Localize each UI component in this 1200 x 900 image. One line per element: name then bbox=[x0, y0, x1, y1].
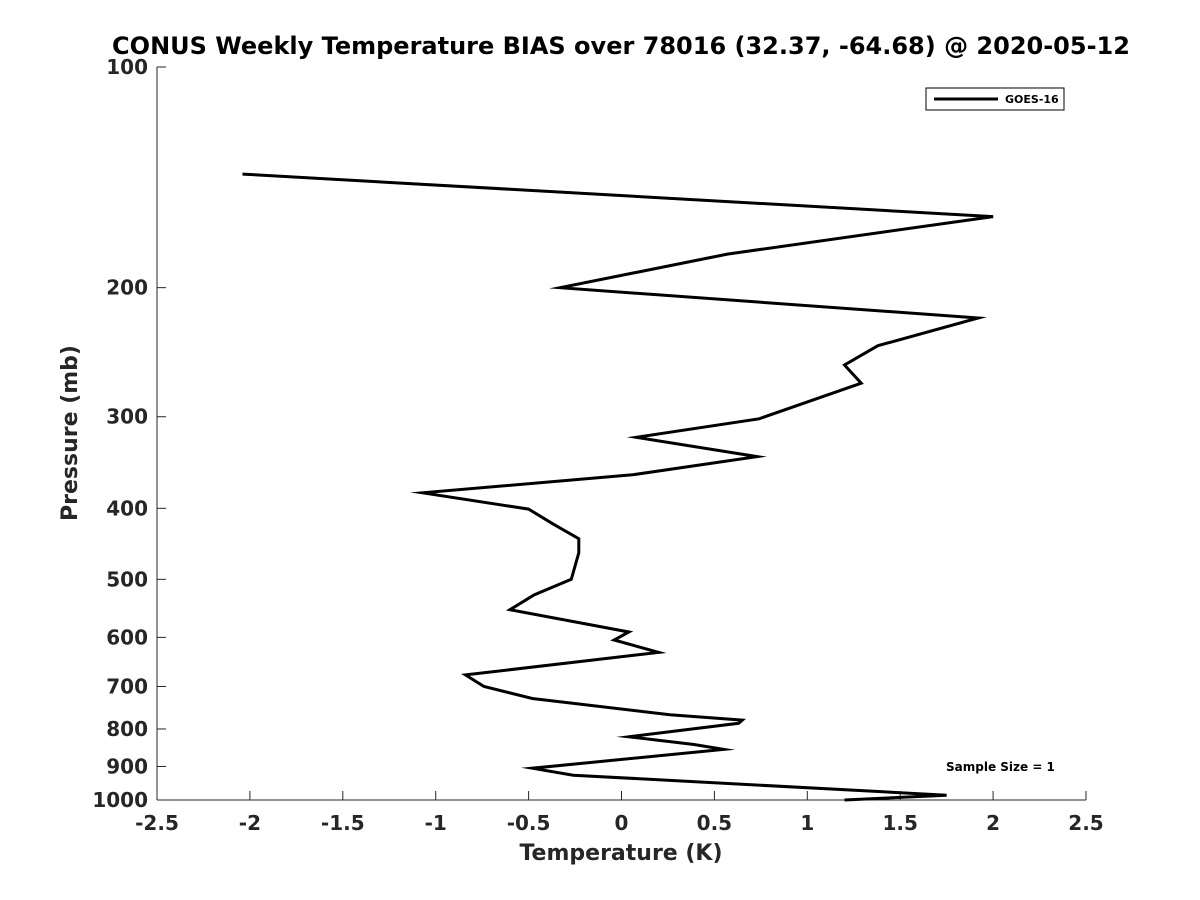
x-axis-label: Temperature (K) bbox=[519, 841, 722, 866]
y-tick-label: 900 bbox=[106, 754, 148, 778]
x-tick-label: 2 bbox=[986, 811, 1000, 835]
y-axis-label: Pressure (mb) bbox=[58, 345, 83, 521]
y-tick-label: 1000 bbox=[92, 788, 148, 812]
y-tick-label: 200 bbox=[106, 276, 148, 300]
x-tick-label: -1 bbox=[425, 811, 447, 835]
x-tick-label: -0.5 bbox=[507, 811, 551, 835]
x-tick-label: -2 bbox=[239, 811, 261, 835]
y-tick-label: 600 bbox=[106, 625, 148, 649]
y-tick-label: 500 bbox=[106, 567, 148, 591]
x-tick-label: -1.5 bbox=[321, 811, 365, 835]
sample-size-annotation: Sample Size = 1 bbox=[946, 760, 1055, 774]
x-tick-label: 1 bbox=[800, 811, 814, 835]
x-tick-label: -2.5 bbox=[135, 811, 179, 835]
x-tick-label: 1.5 bbox=[882, 811, 917, 835]
x-tick-label: 2.5 bbox=[1068, 811, 1103, 835]
legend-label-goes-16: GOES-16 bbox=[1005, 93, 1059, 106]
chart-title: CONUS Weekly Temperature BIAS over 78016… bbox=[112, 32, 1130, 60]
series-line-goes-16 bbox=[242, 172, 994, 802]
y-tick-label: 100 bbox=[106, 55, 148, 79]
y-tick-label: 400 bbox=[106, 496, 148, 520]
x-tick-label: 0 bbox=[615, 811, 629, 835]
y-tick-label: 800 bbox=[106, 717, 148, 741]
x-ticks: -2.5 -2 -1.5 -1 -0.5 0 0.5 1 1.5 2 2.5 bbox=[135, 791, 1104, 835]
legend: GOES-16 bbox=[925, 87, 1065, 111]
y-tick-label: 700 bbox=[106, 674, 148, 698]
y-tick-label: 300 bbox=[106, 405, 148, 429]
series-lines bbox=[242, 172, 994, 802]
y-ticks: 100 200 300 400 500 600 700 800 900 1000 bbox=[92, 55, 166, 812]
x-tick-label: 0.5 bbox=[697, 811, 732, 835]
